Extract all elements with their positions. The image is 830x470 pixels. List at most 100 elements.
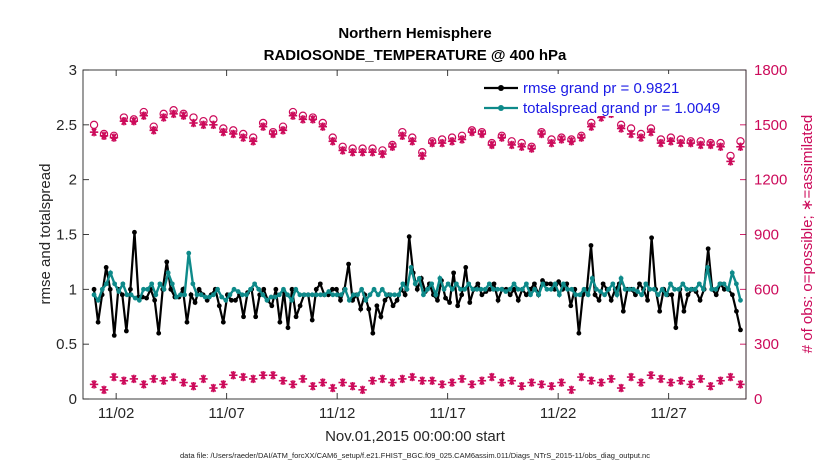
rmse-point (196, 286, 202, 292)
totalspread-point (276, 292, 282, 298)
obs-assimilated-point (159, 113, 168, 122)
totalspread-point (338, 292, 344, 298)
totalspread-point (416, 275, 422, 281)
totalspread-point (141, 286, 146, 292)
rmse-point (233, 297, 238, 303)
obs-assimilated-point (278, 126, 288, 135)
totalspread-point (659, 286, 665, 292)
obs-assimilated-point (676, 138, 686, 148)
totalspread-point (104, 281, 109, 287)
totalspread-point (622, 286, 628, 292)
obs-assimilated-point (706, 140, 715, 150)
obs-count-low-point (706, 382, 715, 391)
obs-assimilated-point (298, 115, 308, 124)
y2-tick-label: 600 (754, 281, 779, 298)
rmse-point (402, 292, 408, 298)
totalspread-point (573, 292, 579, 298)
totalspread-point (145, 286, 150, 292)
obs-count-low-point (616, 383, 626, 393)
totalspread-point (215, 286, 220, 292)
totalspread-point (499, 286, 505, 292)
x-tick-label: 11/22 (540, 405, 576, 422)
obs-count-low-point (467, 380, 477, 389)
legend-spread-label: totalspread grand pr = 1.0049 (523, 100, 720, 117)
rmse-point (705, 246, 711, 252)
y-tick-label: 0.5 (56, 336, 77, 353)
totalspread-point (528, 292, 533, 298)
obs-count-low-point (497, 378, 506, 387)
rmse-point (334, 286, 339, 292)
rmse-point (168, 286, 174, 292)
rmse-point (475, 281, 481, 287)
rmse-point (443, 295, 448, 301)
rmse-point (669, 292, 675, 298)
obs-assimilated-point (149, 126, 158, 135)
obs-count-low-point (338, 378, 347, 387)
totalspread-point (676, 286, 682, 292)
rmse-point (338, 297, 343, 303)
obs-count-low-point (398, 374, 407, 384)
totalspread-point (503, 289, 509, 294)
rmse-point (119, 292, 125, 298)
totalspread-point (305, 292, 311, 298)
legend-rmse-label: rmse grand pr = 0.9821 (523, 80, 679, 97)
totalspread-point (223, 297, 229, 303)
totalspread-point (738, 297, 743, 303)
totalspread-point (449, 286, 455, 292)
obs-assimilated-point (736, 142, 745, 151)
obs-assimilated-point (139, 111, 148, 120)
totalspread-point (474, 286, 480, 292)
totalspread-point (639, 292, 645, 298)
rmse-point (600, 281, 606, 287)
obs-count-low-point (646, 371, 656, 380)
rmse-point (273, 286, 279, 292)
obs-count-low-point (129, 374, 139, 384)
totalspread-point (425, 286, 430, 292)
totalspread-point (219, 294, 225, 300)
x-tick-label: 11/07 (208, 405, 244, 422)
obs-assimilated-point (129, 116, 139, 126)
rmse-point (330, 286, 335, 292)
rmse-point (507, 292, 513, 298)
rmse-point (479, 292, 485, 298)
totalspread-point (396, 292, 402, 298)
obs-assimilated-point (427, 138, 437, 148)
rmse-point (289, 286, 295, 292)
totalspread-point (313, 292, 319, 298)
rmse-point (285, 325, 291, 331)
obs-count-low-point (99, 385, 109, 395)
obs-assimilated-point (507, 140, 516, 150)
rmse-point (649, 235, 654, 241)
obs-count-low-point (666, 378, 676, 387)
obs-assimilated-point (368, 148, 377, 157)
totalspread-point (99, 286, 105, 292)
y-axis-label: rmse and totalspread (37, 164, 54, 305)
y-tick-label: 0 (69, 391, 77, 408)
rmse-point (511, 286, 517, 292)
obs-count-low-point (189, 382, 198, 391)
totalspread-point (651, 286, 657, 292)
obs-assimilated-point (388, 142, 397, 151)
totalspread-point (729, 270, 735, 276)
obs-assimilated-point (308, 115, 318, 124)
obs-count-low-point (527, 378, 536, 387)
rmse-point (261, 286, 267, 292)
obs-count-low-point (278, 376, 288, 385)
totalspread-point (672, 286, 677, 292)
totalspread-point (565, 286, 570, 292)
totalspread-point (342, 286, 348, 292)
totalspread-point (626, 286, 632, 292)
chart-subtitle: RADIOSONDE_TEMPERATURE @ 400 hPa (264, 47, 567, 64)
rmse-point (216, 303, 222, 309)
legend-rmse-marker (498, 85, 504, 91)
totalspread-point (437, 275, 443, 281)
totalspread-point (388, 292, 393, 298)
totalspread-point (458, 286, 463, 292)
rmse-point (576, 330, 582, 336)
obs-assimilated-point (239, 133, 248, 142)
totalspread-point (643, 281, 649, 287)
totalspread-point (211, 292, 216, 298)
totalspread-point (165, 270, 171, 276)
rmse-point (592, 292, 598, 298)
